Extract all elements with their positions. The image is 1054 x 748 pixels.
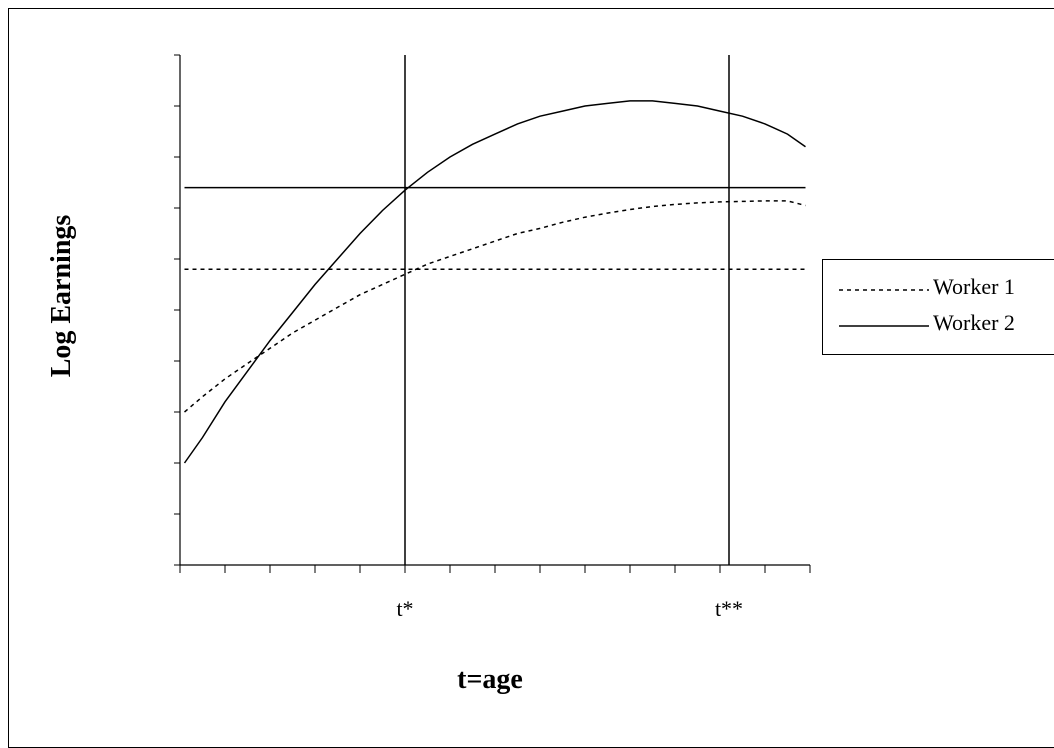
y-axis-label-text: Log Earnings [46,214,77,378]
series-layer [183,100,806,464]
legend-swatch-solid [839,325,929,327]
legend-label: Worker 2 [933,310,1015,335]
reference-vertical-lines [404,55,730,565]
legend-item-worker-1: Worker 1 [823,274,1054,304]
chart-canvas [174,54,811,573]
legend-item-worker-2: Worker 2 [823,310,1054,340]
x-annotation-label: t** [714,596,744,621]
series-worker-1 [184,200,806,413]
legend-swatch-dotted [839,289,929,291]
legend: Worker 1 Worker 2 [822,259,1054,355]
axes [174,54,811,573]
x-axis-label: t=age [457,664,523,695]
legend-label: Worker 1 [933,274,1015,299]
series-worker-2 [183,100,806,464]
x-annotation-label: t* [396,596,414,621]
